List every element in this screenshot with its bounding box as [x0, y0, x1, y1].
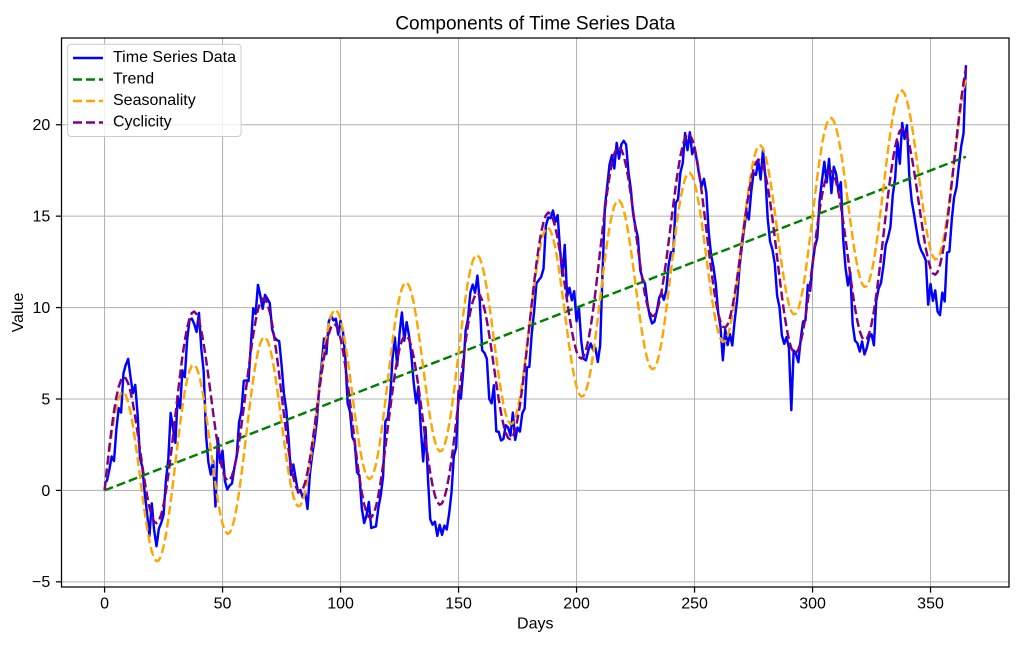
svg-text:Trend: Trend: [113, 71, 154, 88]
svg-text:0: 0: [100, 595, 109, 612]
svg-text:150: 150: [445, 595, 472, 612]
svg-text:300: 300: [799, 595, 826, 612]
svg-text:Time Series Data: Time Series Data: [113, 49, 236, 66]
svg-text:Days: Days: [517, 615, 553, 632]
svg-text:250: 250: [681, 595, 708, 612]
svg-text:Seasonality: Seasonality: [113, 92, 196, 109]
svg-text:100: 100: [327, 595, 354, 612]
svg-text:350: 350: [917, 595, 944, 612]
svg-text:Value: Value: [10, 293, 27, 333]
svg-text:Components of Time Series Data: Components of Time Series Data: [395, 13, 675, 34]
svg-text:Cyclicity: Cyclicity: [113, 114, 172, 131]
svg-text:20: 20: [33, 117, 51, 134]
svg-text:10: 10: [33, 300, 51, 317]
svg-text:−5: −5: [32, 574, 50, 591]
svg-text:50: 50: [214, 595, 232, 612]
svg-text:15: 15: [33, 209, 51, 226]
svg-text:0: 0: [41, 483, 50, 500]
svg-text:200: 200: [563, 595, 590, 612]
svg-text:5: 5: [41, 391, 50, 408]
